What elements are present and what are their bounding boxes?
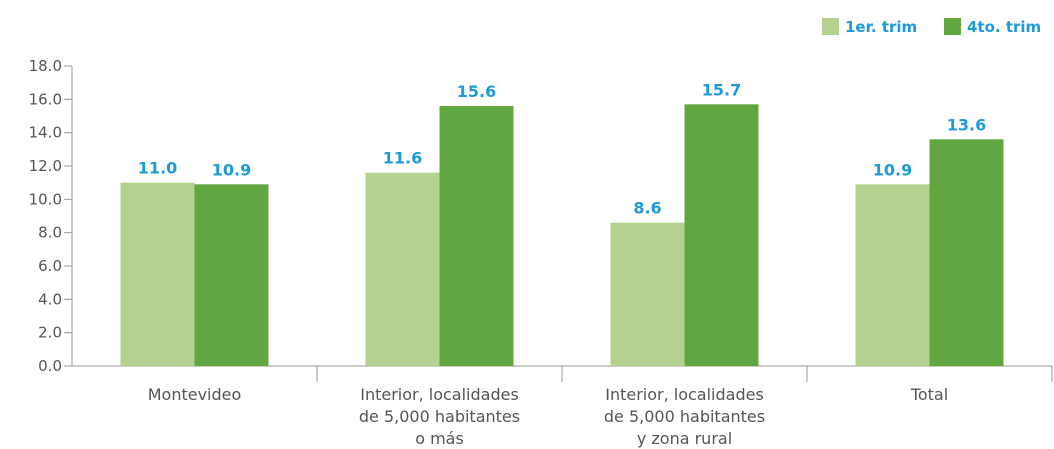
legend-swatch bbox=[822, 18, 839, 35]
x-axis: Montevideo Interior, localidades de 5,000 … bbox=[72, 365, 1053, 448]
y-tick-label: 0.0 bbox=[38, 357, 62, 375]
y-tick-label: 2.0 bbox=[38, 324, 62, 342]
bar-series2 bbox=[194, 184, 269, 366]
y-tick-label: 8.0 bbox=[38, 224, 62, 242]
bar-series1 bbox=[120, 182, 195, 366]
legend: 1er. trim 4to. trim bbox=[822, 18, 1041, 36]
data-label: 10.9 bbox=[873, 160, 912, 179]
data-label: 11.0 bbox=[138, 159, 177, 178]
legend-label: 4to. trim bbox=[967, 18, 1041, 36]
legend-swatch bbox=[944, 18, 961, 35]
bar-series1 bbox=[855, 184, 930, 366]
data-label: 10.9 bbox=[212, 160, 251, 179]
y-tick-label: 10.0 bbox=[29, 190, 62, 208]
bar-series2 bbox=[929, 139, 1004, 366]
bar-series2 bbox=[684, 104, 759, 366]
y-tick-label: 14.0 bbox=[29, 124, 62, 142]
bar-series2 bbox=[439, 106, 514, 366]
bar-series1 bbox=[365, 172, 440, 366]
bar-series1 bbox=[610, 222, 685, 366]
x-category-label: Montevideo bbox=[148, 385, 242, 404]
data-label: 15.6 bbox=[457, 82, 496, 101]
data-label: 15.7 bbox=[702, 80, 741, 99]
y-tick-label: 12.0 bbox=[29, 157, 62, 175]
legend-label: 1er. trim bbox=[845, 18, 917, 36]
y-tick-label: 18.0 bbox=[29, 57, 62, 75]
y-tick-label: 16.0 bbox=[29, 90, 62, 108]
bars bbox=[120, 104, 1004, 366]
data-label: 13.6 bbox=[947, 115, 986, 134]
data-labels: 11.0 10.9 11.6 15.6 8.6 15.7 10.9 13.6 bbox=[138, 80, 986, 217]
y-tick-label: 6.0 bbox=[38, 257, 62, 275]
y-axis: 0.0 2.0 4.0 6.0 8.0 10.0 12.0 14.0 16.0 18.0 bbox=[29, 57, 73, 375]
x-category-label: Total bbox=[910, 385, 948, 404]
y-tick-label: 4.0 bbox=[38, 290, 62, 308]
x-category-label: Interior, localidades de 5,000 habitantes… bbox=[604, 385, 765, 448]
data-label: 11.6 bbox=[383, 149, 422, 168]
data-label: 8.6 bbox=[633, 199, 661, 218]
x-category-label: Interior, localidades de 5,000 habitantes… bbox=[359, 385, 520, 448]
